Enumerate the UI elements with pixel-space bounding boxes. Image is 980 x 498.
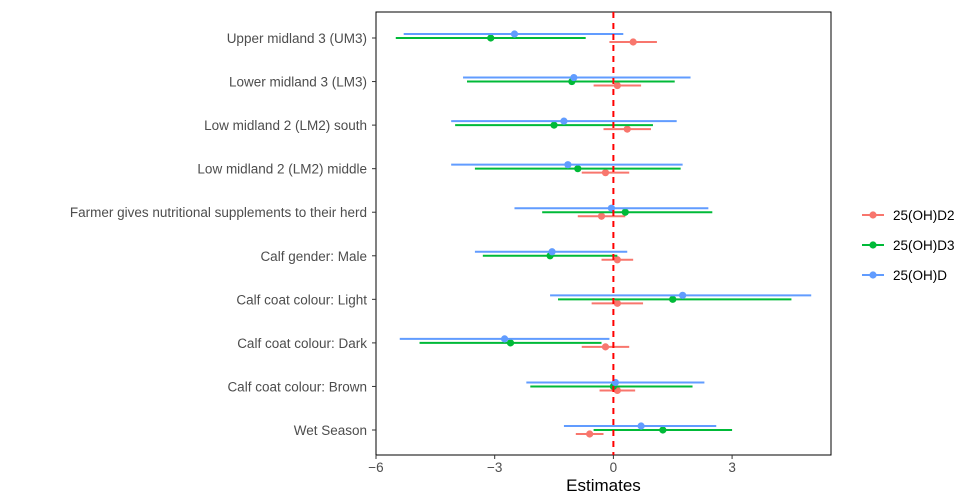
legend-label: 25(OH)D2: [893, 208, 955, 223]
legend: 25(OH)D2 25(OH)D3 25(OH)D: [862, 208, 955, 283]
estimate-point: [629, 38, 637, 46]
series-group: [575, 38, 657, 438]
estimate-point: [637, 422, 645, 430]
category-label: Low midland 2 (LM2) middle: [197, 162, 367, 177]
estimate-point: [601, 169, 610, 177]
estimate-point: [669, 295, 677, 303]
legend-label: 25(OH)D3: [893, 238, 955, 253]
estimate-point: [613, 81, 621, 90]
estimate-point: [601, 343, 610, 351]
category-label: Calf coat colour: Brown: [227, 379, 367, 394]
x-tick-label: −3: [487, 460, 502, 475]
estimate-point: [574, 165, 582, 173]
estimate-point: [621, 208, 629, 216]
category-label: Calf coat colour: Dark: [237, 336, 367, 351]
estimate-point: [623, 125, 631, 133]
category-label: Lower midland 3 (LM3): [229, 75, 367, 90]
legend-label: 25(OH)D: [893, 268, 947, 283]
estimate-point: [560, 117, 568, 125]
estimate-point: [586, 430, 594, 438]
x-tick-label: 0: [610, 460, 618, 475]
ci-layer: [395, 30, 812, 438]
series-group: [399, 30, 812, 430]
estimate-point: [613, 256, 621, 264]
estimate-point: [510, 30, 519, 38]
legend-item: 25(OH)D: [862, 268, 947, 283]
estimate-point: [679, 291, 687, 299]
estimate-point: [613, 299, 621, 307]
estimate-point: [506, 339, 515, 347]
legend-item: 25(OH)D3: [862, 238, 955, 253]
category-label: Calf gender: Male: [260, 249, 367, 264]
category-label: Farmer gives nutritional supplements to …: [70, 205, 367, 220]
estimate-point: [487, 34, 495, 42]
category-label: Wet Season: [294, 423, 367, 438]
x-axis-ticks: −6 −3 0 3: [368, 455, 736, 475]
x-tick-label: −6: [368, 460, 383, 475]
estimate-point: [597, 212, 606, 220]
category-labels: Upper midland 3 (UM3) Lower midland 3 (LM…: [70, 31, 376, 438]
estimate-point: [564, 161, 572, 169]
category-label: Low midland 2 (LM2) south: [204, 118, 367, 133]
legend-key-point: [869, 271, 877, 279]
series-group: [395, 34, 792, 434]
category-label: Calf coat colour: Light: [236, 292, 367, 307]
x-axis-title: Estimates: [566, 476, 641, 495]
estimate-point: [548, 248, 556, 256]
category-label: Upper midland 3 (UM3): [227, 31, 367, 46]
legend-key-point: [869, 241, 877, 249]
x-tick-label: 3: [728, 460, 736, 475]
estimate-point: [570, 73, 578, 82]
legend-item: 25(OH)D2: [862, 208, 955, 223]
estimate-point: [500, 335, 509, 343]
estimate-point: [550, 121, 558, 129]
estimate-point: [659, 426, 667, 434]
legend-key-point: [869, 211, 877, 219]
